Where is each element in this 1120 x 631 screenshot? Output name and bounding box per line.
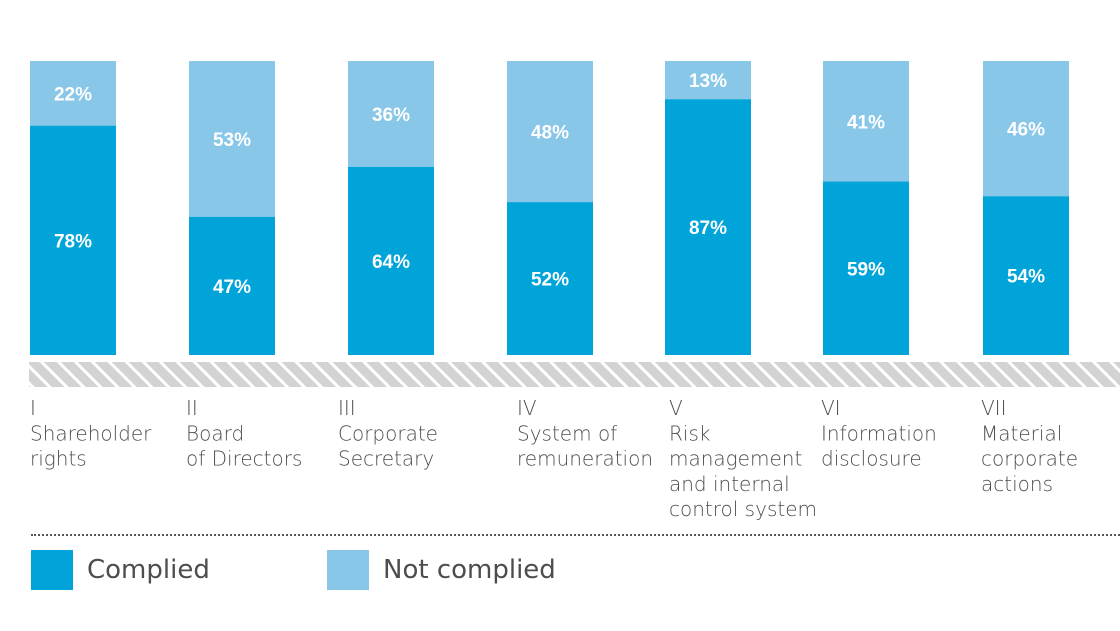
bar-complied-4	[507, 202, 593, 355]
bar-complied-3	[348, 166, 434, 355]
category-label-2: II Board of Directors	[186, 396, 302, 471]
data-label-not-complied-6: 41%	[847, 112, 885, 133]
bar-complied-6	[823, 181, 909, 355]
legend-label-complied: Complied	[87, 555, 210, 585]
data-label-not-complied-2: 53%	[213, 130, 251, 151]
legend-item-not-complied: Not complied	[327, 550, 556, 590]
data-label-complied-6: 59%	[847, 259, 885, 280]
category-label-6: VI Information disclosure	[821, 396, 937, 471]
category-label-1: I Shareholder rights	[30, 396, 152, 471]
data-label-not-complied-3: 36%	[372, 105, 410, 126]
chart-baseline-hatch	[29, 362, 1120, 387]
bar-chart: 22% 78% 53% 47% 36% 64% 48% 52% 13% 87% 41% 59% 46% 5…	[29, 61, 1120, 521]
bar-not-complied-6	[823, 61, 909, 182]
category-label-3: III Corporate Secretary	[338, 396, 438, 471]
bar-not-complied-2	[189, 61, 275, 217]
data-label-complied-1: 78%	[54, 231, 92, 252]
data-label-complied-3: 64%	[372, 252, 410, 273]
legend-swatch-complied	[31, 550, 73, 590]
data-label-not-complied-5: 13%	[689, 71, 727, 92]
legend-item-complied: Complied	[31, 550, 210, 590]
separator-dotted-line	[31, 534, 1120, 536]
category-label-5: V Risk management and internal control syste…	[669, 396, 817, 521]
legend: Complied Not complied	[31, 550, 731, 590]
bar-not-complied-3	[348, 61, 434, 167]
legend-swatch-not-complied	[327, 550, 369, 590]
data-label-complied-4: 52%	[531, 270, 569, 291]
bar-not-complied-1	[30, 61, 116, 126]
bar-complied-2	[189, 216, 275, 355]
bars-group: 22% 78% 53% 47% 36% 64% 48% 52% 13% 87% 41% 59% 46% 5…	[30, 61, 1069, 356]
category-label-4: IV System of remuneration	[517, 396, 653, 471]
category-label-7: VII Material corporate actions	[981, 396, 1078, 496]
data-label-not-complied-7: 46%	[1007, 120, 1045, 141]
bar-not-complied-7	[983, 61, 1069, 197]
bar-not-complied-5	[665, 61, 751, 100]
bar-not-complied-4	[507, 61, 593, 203]
bar-complied-1	[30, 125, 116, 356]
category-labels-group: I Shareholder rights II Board of Directors III…	[30, 396, 1078, 521]
legend-label-not-complied: Not complied	[383, 555, 556, 585]
data-label-complied-5: 87%	[689, 218, 727, 239]
bar-complied-5	[665, 99, 751, 355]
data-label-complied-2: 47%	[213, 277, 251, 298]
data-label-not-complied-4: 48%	[531, 123, 569, 144]
bar-complied-7	[983, 196, 1069, 355]
data-label-complied-7: 54%	[1007, 267, 1045, 288]
data-label-not-complied-1: 22%	[54, 84, 92, 105]
